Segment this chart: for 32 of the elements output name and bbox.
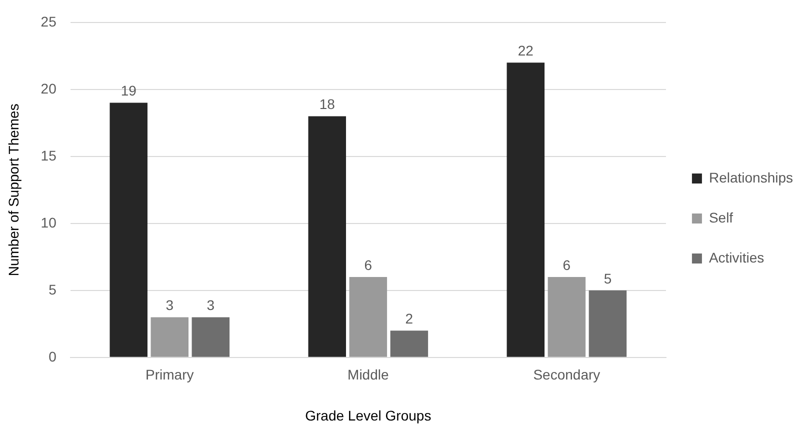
legend-label: Relationships (708, 169, 794, 186)
data-label: 6 (562, 256, 571, 273)
x-tick-label: Secondary (533, 366, 600, 383)
data-label: 19 (120, 82, 137, 99)
bar (506, 62, 545, 357)
legend-label: Self (708, 209, 734, 226)
data-label: 22 (518, 42, 534, 58)
bar (308, 116, 346, 357)
x-tick-label: Primary (146, 366, 194, 383)
bar (390, 330, 428, 357)
bar (349, 277, 388, 357)
y-tick-label: 15 (40, 147, 57, 164)
data-label: 6 (364, 256, 372, 273)
bar (548, 277, 586, 357)
x-tick-label: Middle (348, 366, 389, 383)
bar (588, 290, 627, 357)
y-tick-label: 20 (40, 80, 57, 96)
legend-label: Activities (708, 249, 764, 266)
data-label: 2 (405, 310, 414, 326)
data-label: 3 (166, 297, 174, 314)
y-tick-label: 10 (40, 214, 57, 230)
y-tick-label: 5 (48, 281, 57, 298)
y-tick-label: 25 (40, 13, 57, 30)
bar (192, 317, 230, 357)
data-label: 5 (604, 270, 612, 286)
x-axis-title: Grade Level Groups (305, 407, 432, 424)
y-axis-title: Number of Support Themes (5, 104, 22, 276)
data-label: 18 (319, 96, 336, 112)
y-tick-label: 0 (48, 348, 57, 364)
data-label: 3 (206, 297, 215, 314)
bar (110, 102, 148, 357)
bar (150, 317, 189, 357)
